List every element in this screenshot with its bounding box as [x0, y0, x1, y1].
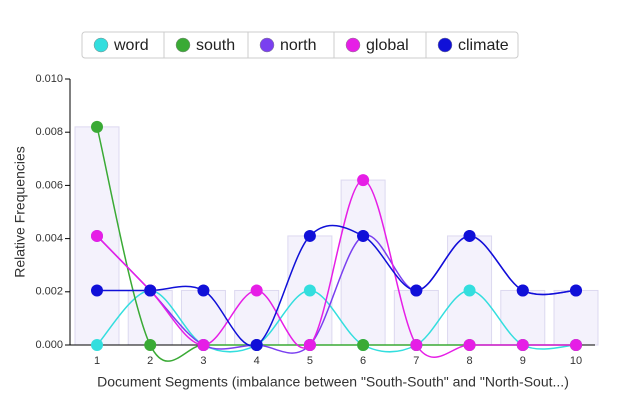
point — [357, 229, 370, 242]
point — [91, 284, 103, 297]
x-tick-label: 2 — [147, 355, 153, 367]
y-tick-label: 0.010 — [35, 73, 63, 85]
series-line — [96, 289, 577, 353]
point — [463, 284, 476, 297]
legend-item[interactable]: north — [259, 37, 316, 54]
point — [197, 284, 210, 297]
bars — [74, 126, 599, 346]
point — [144, 339, 157, 351]
x-tick-label: 3 — [200, 355, 206, 367]
y-tick-label: 0.008 — [35, 126, 63, 138]
legend-marker — [345, 37, 361, 53]
bar — [553, 289, 599, 346]
point — [357, 339, 370, 351]
x-tick-label: 5 — [307, 355, 313, 367]
legend-label: global — [366, 37, 409, 54]
legend-box — [81, 31, 519, 59]
legend-label: south — [196, 37, 235, 54]
point — [144, 284, 157, 297]
point — [357, 174, 370, 187]
point — [197, 339, 210, 351]
x-tick-label: 8 — [466, 355, 472, 367]
series-line — [96, 224, 577, 347]
point — [463, 229, 476, 242]
point — [303, 339, 316, 351]
point — [91, 339, 103, 351]
point — [303, 229, 316, 242]
x-tick-label: 6 — [360, 355, 366, 367]
point — [410, 339, 423, 351]
legend-label: north — [280, 37, 316, 54]
legend-marker — [437, 37, 453, 53]
point — [91, 229, 103, 242]
y-tick-label: 0.002 — [35, 286, 63, 298]
x-tick-label: 9 — [520, 355, 526, 367]
x-axis-label: Document Segments (imbalance between "So… — [97, 374, 569, 390]
point — [410, 284, 423, 297]
y-axis-label: Relative Frequencies — [12, 146, 28, 278]
point — [516, 339, 529, 351]
legend-item[interactable]: global — [345, 37, 409, 54]
point — [570, 339, 582, 351]
bar — [340, 179, 386, 346]
bar — [500, 289, 546, 346]
point — [303, 284, 316, 297]
point — [516, 284, 529, 297]
point — [250, 339, 263, 351]
legend-item[interactable]: south — [175, 37, 235, 54]
point — [570, 284, 582, 297]
legend-item[interactable]: word — [93, 37, 149, 54]
x-tick-label: 7 — [413, 355, 419, 367]
legend-marker — [259, 37, 275, 53]
y-tick-label: 0.006 — [35, 179, 63, 191]
legend-marker — [93, 37, 109, 53]
legend-marker — [175, 37, 191, 53]
bar — [234, 289, 280, 346]
point — [91, 120, 103, 133]
legend-label: word — [113, 37, 149, 54]
y-tick-label: 0.004 — [35, 233, 63, 245]
y-tick-label: 0.000 — [35, 339, 63, 351]
legend: word south north global climate — [93, 32, 509, 58]
x-tick-label: 4 — [254, 355, 260, 367]
x-tick-label: 10 — [570, 355, 582, 367]
legend-label: climate — [458, 37, 509, 54]
point — [463, 339, 476, 351]
legend-item[interactable]: climate — [437, 37, 509, 54]
point — [250, 284, 263, 297]
x-tick-label: 1 — [94, 355, 100, 367]
